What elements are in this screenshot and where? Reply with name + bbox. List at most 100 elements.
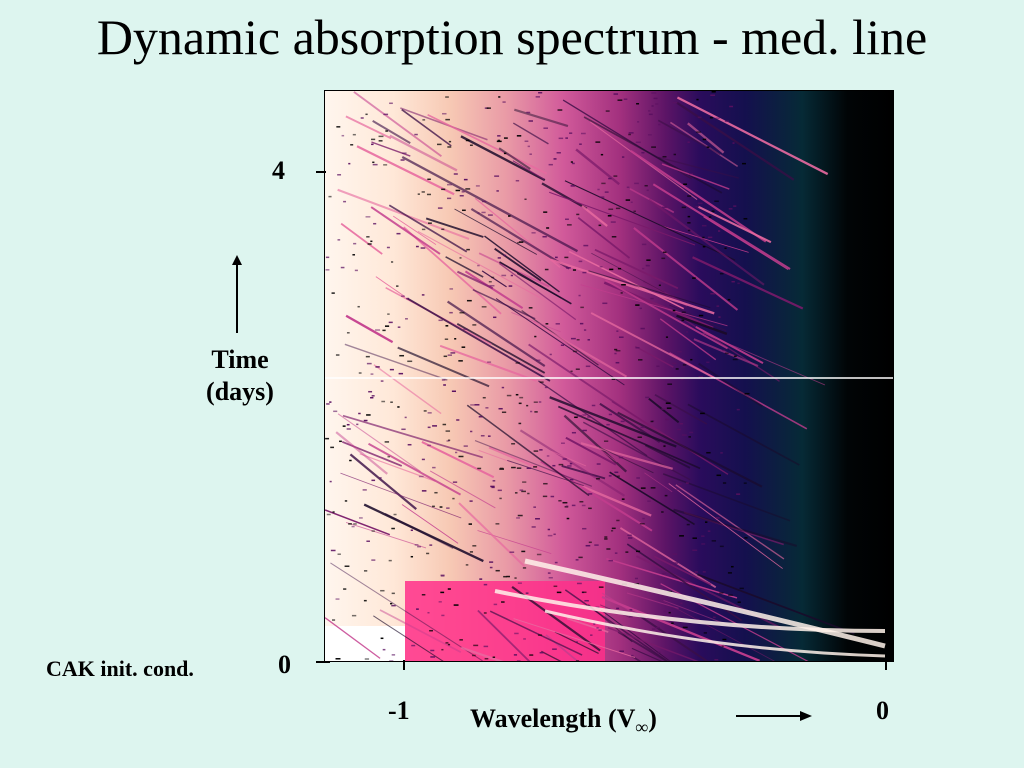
speckle [401, 295, 405, 297]
speckle [451, 390, 457, 393]
absorption-streak [580, 284, 728, 327]
speckle [733, 205, 737, 207]
speckle [444, 338, 449, 340]
speckle [489, 566, 493, 569]
speckle [366, 236, 370, 238]
speckle [446, 507, 450, 509]
absorption-streak [654, 394, 708, 425]
speckle [398, 372, 404, 375]
absorption-streak [460, 646, 504, 661]
speckle [449, 288, 454, 290]
speckle [581, 591, 587, 594]
speckle [681, 378, 684, 381]
speckle [380, 637, 384, 640]
speckle [526, 111, 531, 114]
x-tick-mark-0 [885, 660, 887, 670]
speckle [461, 191, 465, 193]
speckle [365, 216, 371, 218]
speckle [545, 323, 549, 325]
speckle [510, 274, 513, 277]
speckle [575, 559, 579, 561]
speckle [331, 292, 335, 294]
speckle [562, 501, 568, 504]
speckle [533, 401, 538, 403]
speckle [566, 224, 572, 226]
speckle [566, 517, 570, 520]
speckle [380, 589, 385, 592]
speckle [440, 574, 445, 576]
speckle [411, 644, 416, 647]
speckle [455, 451, 458, 454]
speckle [665, 402, 671, 404]
speckle [570, 337, 576, 340]
speckle [566, 267, 571, 269]
absorption-streak [669, 121, 739, 168]
absorption-streak [342, 414, 484, 459]
speckle [459, 639, 463, 641]
speckle [472, 324, 477, 326]
speckle [645, 396, 650, 399]
speckle [670, 464, 674, 467]
speckle [722, 482, 727, 484]
speckle [539, 651, 544, 654]
speckle [429, 544, 433, 546]
speckle [483, 583, 488, 586]
speckle [421, 490, 427, 492]
absorption-streak [598, 446, 654, 474]
speckle [344, 500, 348, 502]
speckle [479, 578, 483, 580]
speckle [553, 533, 556, 536]
speckle [492, 656, 496, 659]
speckle [583, 329, 587, 331]
speckle [368, 390, 373, 393]
speckle [692, 549, 698, 551]
speckle [373, 222, 377, 225]
speckle [542, 495, 548, 498]
absorption-streak [373, 364, 442, 415]
speckle [539, 449, 543, 451]
speckle [371, 530, 375, 532]
x-tick-mark-minus1 [403, 660, 405, 670]
speckle [582, 271, 587, 274]
speckle [602, 302, 608, 305]
speckle [703, 632, 707, 634]
speckle [651, 146, 656, 148]
speckle [701, 535, 705, 537]
speckle [671, 362, 677, 365]
speckle [668, 611, 671, 614]
speckle [569, 462, 573, 465]
speckle [553, 158, 557, 160]
speckle [579, 322, 584, 325]
x-axis-label-close: ) [648, 704, 657, 733]
x-tick-label-minus1: -1 [388, 696, 410, 725]
speckle [511, 466, 516, 469]
speckle [383, 164, 388, 166]
speckle [352, 254, 356, 256]
speckle [474, 404, 480, 406]
speckle [731, 280, 735, 283]
speckle [391, 527, 395, 530]
speckle [639, 522, 645, 525]
speckle [743, 482, 747, 484]
speckle [481, 200, 487, 203]
speckle [619, 650, 624, 653]
absorption-streak [644, 472, 673, 493]
speckle [642, 267, 645, 270]
speckle [663, 445, 666, 448]
speckle [696, 131, 701, 133]
speckle [646, 259, 651, 261]
speckle [534, 335, 537, 338]
speckle [438, 319, 443, 322]
speckle [558, 500, 562, 502]
absorption-streak [445, 256, 484, 278]
absorption-streak [652, 183, 791, 270]
speckle [651, 105, 654, 107]
absorption-streak [557, 405, 701, 470]
speckle [447, 588, 451, 590]
speckle [509, 551, 515, 553]
speckle [608, 559, 614, 562]
time-arrow-icon [225, 255, 249, 333]
speckle [543, 127, 549, 129]
speckle [702, 571, 706, 573]
speckle [461, 346, 466, 348]
